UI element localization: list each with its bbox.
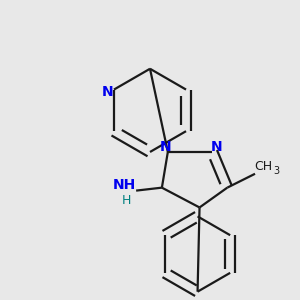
Text: H: H xyxy=(122,194,131,207)
Text: NH: NH xyxy=(112,178,136,192)
Text: 3: 3 xyxy=(274,166,280,176)
Text: N: N xyxy=(160,140,172,154)
Text: N: N xyxy=(102,85,114,98)
Text: CH: CH xyxy=(254,160,272,173)
Text: N: N xyxy=(211,140,222,154)
